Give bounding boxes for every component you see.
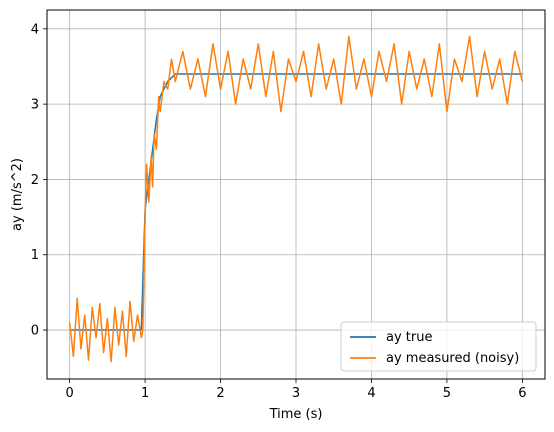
x-axis-label: Time (s) [269,407,323,422]
x-tick-label: 1 [141,386,149,401]
legend-label-ay-true: ay true [386,330,432,345]
y-axis-label: ay (m/s^2) [10,158,25,231]
x-tick-label: 0 [65,386,73,401]
y-tick-label: 3 [31,98,39,113]
legend-box [340,321,537,372]
ticks: 0 1 2 3 4 5 6 0 1 2 3 4 [31,22,527,401]
y-tick-label: 2 [31,173,39,188]
y-tick-label: 1 [31,248,39,263]
x-tick-label: 3 [292,386,300,401]
x-tick-label: 4 [367,386,375,401]
legend: ay true ay measured (noisy) [340,321,537,372]
legend-label-ay-measured: ay measured (noisy) [386,351,519,366]
series-line-ay-measured [68,35,524,363]
y-tick-label: 0 [31,324,39,339]
x-tick-label: 6 [518,386,526,401]
y-tick-label: 4 [31,22,39,37]
x-tick-label: 5 [443,386,451,401]
x-tick-label: 2 [216,386,224,401]
series-layer [68,35,524,363]
